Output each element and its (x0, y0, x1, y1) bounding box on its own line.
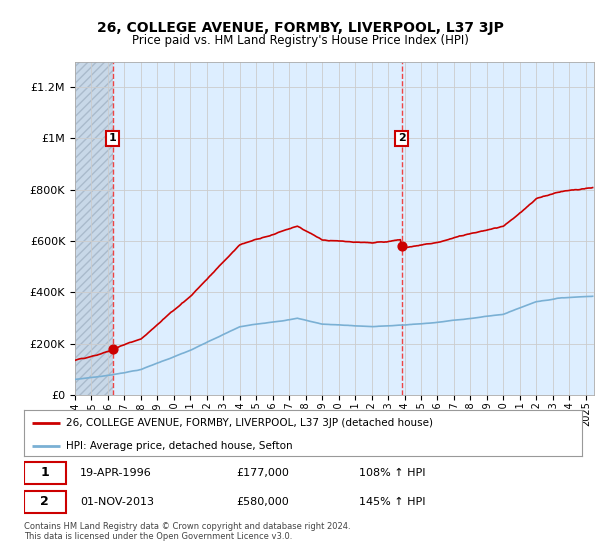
Text: 01-NOV-2013: 01-NOV-2013 (80, 497, 154, 507)
Text: 145% ↑ HPI: 145% ↑ HPI (359, 497, 425, 507)
Text: 2: 2 (40, 495, 49, 508)
Point (397, 242, 407, 251)
Text: 26, COLLEGE AVENUE, FORMBY, LIVERPOOL, L37 3JP: 26, COLLEGE AVENUE, FORMBY, LIVERPOOL, L… (97, 21, 503, 35)
Text: 19-APR-1996: 19-APR-1996 (80, 468, 152, 478)
Text: 1: 1 (109, 133, 116, 143)
Text: £580,000: £580,000 (236, 497, 289, 507)
Text: HPI: Average price, detached house, Sefton: HPI: Average price, detached house, Seft… (66, 441, 292, 451)
FancyBboxPatch shape (24, 462, 66, 484)
Point (108, 345, 118, 354)
Text: 1: 1 (40, 466, 49, 479)
Text: Contains HM Land Registry data © Crown copyright and database right 2024.
This d: Contains HM Land Registry data © Crown c… (24, 522, 350, 542)
Text: £177,000: £177,000 (236, 468, 289, 478)
Bar (75, 62, 113, 395)
Text: Price paid vs. HM Land Registry's House Price Index (HPI): Price paid vs. HM Land Registry's House … (131, 34, 469, 46)
Text: 108% ↑ HPI: 108% ↑ HPI (359, 468, 425, 478)
FancyBboxPatch shape (24, 491, 66, 513)
Text: 2: 2 (398, 133, 406, 143)
Text: 26, COLLEGE AVENUE, FORMBY, LIVERPOOL, L37 3JP (detached house): 26, COLLEGE AVENUE, FORMBY, LIVERPOOL, L… (66, 418, 433, 428)
